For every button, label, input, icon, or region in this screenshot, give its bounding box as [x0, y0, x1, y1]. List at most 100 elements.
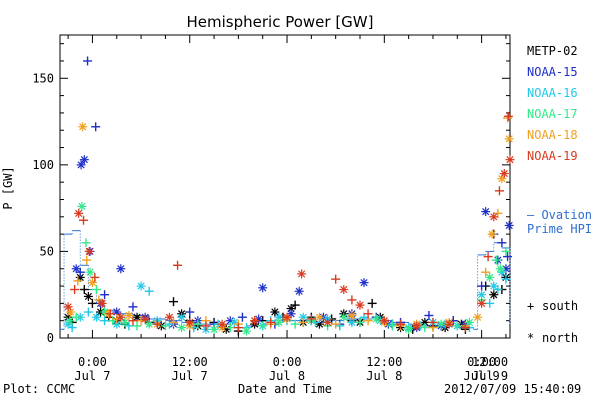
point-north-d2 — [100, 308, 109, 316]
point-north-d2 — [85, 247, 93, 256]
legend-entry-metp-02: METP-02 — [527, 44, 578, 58]
point-north-d2 — [482, 207, 490, 216]
south-symbol: + — [527, 299, 534, 313]
y-axis-ticks: 0 50 100 150 — [32, 43, 510, 345]
x-tick-time: 0:00 — [78, 355, 107, 369]
point-north-d2 — [271, 308, 279, 316]
legend-entry-noaa-17: NOAA-17 — [527, 107, 578, 121]
point-north-d2 — [78, 202, 86, 211]
point-north-d2 — [117, 265, 125, 273]
point-north-d2 — [137, 282, 145, 290]
point-north-d2 — [66, 308, 75, 316]
point-north-d2 — [230, 318, 238, 327]
point-north-d2 — [445, 320, 453, 328]
point-north-d2 — [500, 169, 508, 178]
x-tick-time: 0:00 — [467, 355, 496, 369]
point-north-d2 — [259, 284, 267, 292]
point-north-d2 — [340, 285, 348, 294]
point-north-d2 — [80, 156, 88, 164]
point-north-d2 — [506, 156, 514, 164]
point-north-d2 — [210, 325, 218, 333]
point-north-d2 — [437, 320, 445, 328]
point-north-d2 — [505, 135, 513, 143]
series-noaa-19 — [63, 111, 515, 333]
x-tick-time: 0:00 — [273, 355, 302, 369]
point-north-d2 — [113, 320, 121, 328]
north-label: north — [542, 331, 578, 345]
x-tick-time: 12:00 — [472, 355, 508, 369]
point-north-d2 — [226, 317, 234, 325]
point-north-d2 — [315, 320, 324, 328]
y-tick-label: 50 — [40, 244, 54, 258]
legend-entry-noaa-16: NOAA-16 — [527, 86, 578, 100]
point-north-d2 — [186, 318, 194, 327]
point-north-d2 — [372, 315, 380, 323]
point-north-d2 — [478, 291, 486, 299]
point-north-d2 — [133, 313, 141, 321]
point-north-d2 — [218, 320, 226, 328]
point-north-d2 — [125, 311, 133, 320]
point-north-d2 — [315, 313, 324, 321]
point-north-d2 — [478, 299, 486, 307]
point-north-d2 — [92, 313, 101, 321]
x-tick-date: Jul 9 — [472, 369, 508, 383]
point-north-d2 — [490, 282, 498, 290]
point-north-d2 — [496, 265, 504, 273]
point-north-d2 — [145, 320, 153, 328]
x-tick-date: Jul 9 — [464, 369, 500, 383]
point-north-d2 — [77, 161, 85, 169]
point-north-d2 — [490, 291, 498, 299]
series-noaa-15 — [71, 56, 514, 333]
point-north-d2 — [178, 324, 186, 332]
point-north-d2 — [490, 213, 498, 221]
point-north-d2 — [275, 313, 283, 321]
north-symbol: * — [527, 331, 534, 345]
point-north-d2 — [488, 230, 496, 238]
point-north-d2 — [380, 317, 388, 325]
point-north-d2 — [340, 313, 348, 321]
point-north-d2 — [287, 304, 295, 313]
point-north-d2 — [498, 268, 506, 276]
x-tick-date: Jul 7 — [172, 369, 208, 383]
x-tick-date: Jul 7 — [74, 369, 110, 383]
point-north-d2 — [413, 322, 421, 330]
x-tick-date: Jul 8 — [269, 369, 305, 383]
point-north-d2 — [79, 123, 87, 131]
footer-right: 2012/07/09 15:40:09 — [444, 382, 581, 396]
point-north-d2 — [98, 299, 106, 307]
point-north-d2 — [505, 221, 513, 230]
chart-title: Hemispheric Power [GW] — [187, 13, 374, 31]
y-tick-label: 100 — [32, 158, 54, 172]
y-tick-label: 150 — [32, 71, 54, 85]
y-axis-label: P [GW] — [1, 166, 15, 209]
x-tick-time: 12:00 — [366, 355, 402, 369]
x-tick-date: Jul 8 — [366, 369, 402, 383]
point-north-d2 — [117, 313, 125, 321]
point-north-d2 — [299, 313, 307, 321]
series-noaa-18 — [66, 113, 514, 333]
point-north-d2 — [323, 318, 332, 327]
legend: METP-02 NOAA-15 NOAA-16 NOAA-17 NOAA-18 NOAA-… — [527, 44, 578, 163]
point-north-d2 — [84, 292, 92, 301]
ovation-label-line2: Prime HPI — [527, 222, 592, 236]
point-north-d2 — [66, 317, 74, 325]
point-north-d2 — [356, 301, 364, 309]
point-north-d2 — [72, 265, 80, 273]
point-north-d2 — [348, 318, 356, 327]
data-points — [63, 56, 515, 336]
point-north-d2 — [121, 318, 129, 327]
point-north-d2 — [465, 318, 474, 327]
point-north-d2 — [405, 325, 413, 333]
point-north-d2 — [348, 311, 356, 320]
plot-frame — [59, 34, 511, 339]
point-north-d2 — [298, 270, 306, 278]
y-tick-label: 0 — [47, 331, 54, 345]
point-north-d2 — [242, 327, 251, 335]
point-north-d2 — [295, 287, 303, 295]
legend-entry-noaa-18: NOAA-18 — [527, 128, 578, 142]
point-north-d2 — [75, 209, 83, 217]
point-north-d2 — [178, 313, 186, 321]
point-north-d2 — [283, 313, 291, 321]
